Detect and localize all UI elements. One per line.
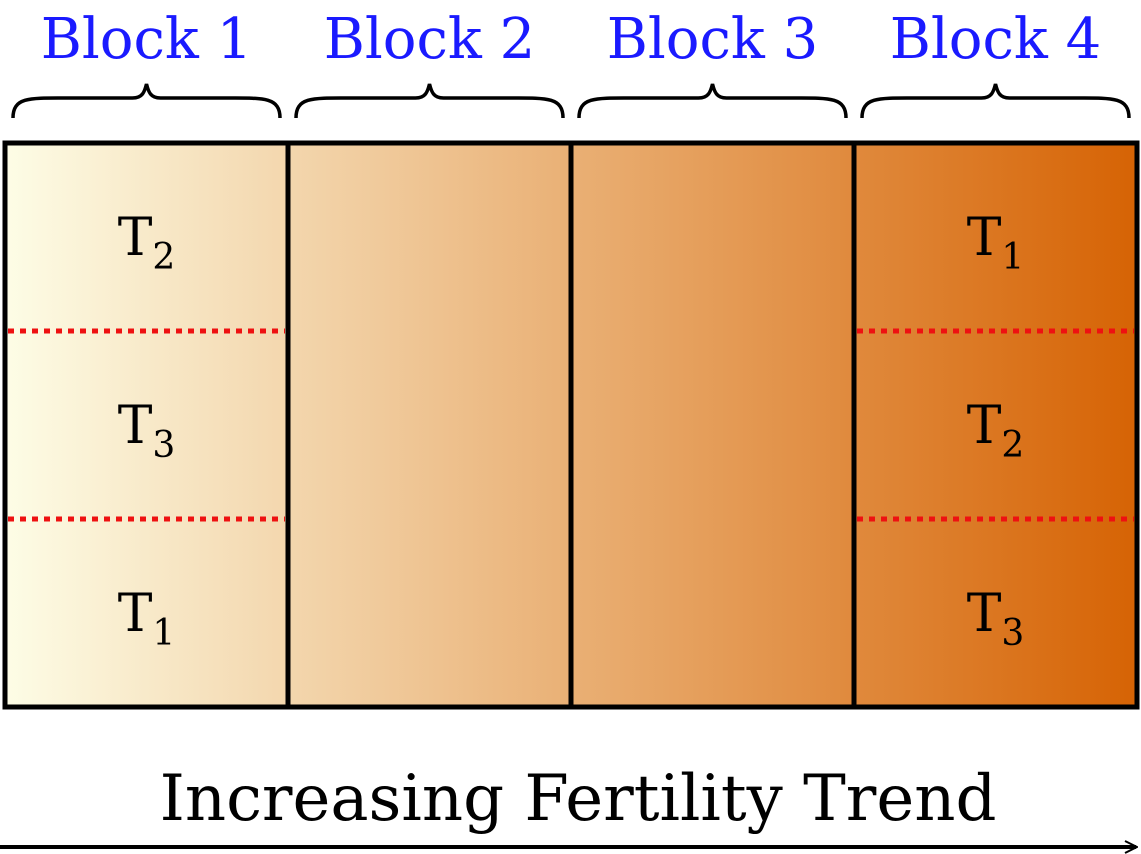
block-brace [577, 83, 848, 119]
block-labels: Block 1 Block 2 Block 3 Block 4 [41, 7, 1102, 72]
treatment-label: T2 [967, 396, 1025, 466]
treatment-subscript: 2 [1001, 425, 1024, 466]
block-brace [11, 83, 282, 119]
plot-dividers [8, 328, 1134, 522]
treatment-subscript: 3 [1001, 613, 1024, 654]
treatment-letter: T [118, 208, 153, 268]
block-label: Block 3 [607, 7, 819, 72]
trend-label: Increasing Fertility Trend [160, 762, 997, 836]
block-label: Block 1 [41, 7, 253, 72]
treatment-label: T1 [118, 584, 176, 654]
treatment-subscript: 2 [152, 237, 175, 278]
treatment-label: T3 [967, 584, 1025, 654]
treatment-letter: T [967, 208, 1002, 268]
block-label: Block 4 [890, 7, 1102, 72]
block-brace [860, 83, 1131, 119]
treatment-letter: T [118, 584, 153, 644]
treatment-letter: T [967, 396, 1002, 456]
treatment-subscript: 1 [152, 613, 175, 654]
treatment-letter: T [118, 396, 153, 456]
treatment-label: T2 [118, 208, 176, 278]
block-braces [11, 83, 1131, 119]
treatment-letter: T [967, 584, 1002, 644]
block-label: Block 2 [324, 7, 536, 72]
treatment-label: T1 [967, 208, 1025, 278]
block-brace [294, 83, 565, 119]
treatment-subscript: 1 [1001, 237, 1024, 278]
treatment-label: T3 [118, 396, 176, 466]
treatment-subscript: 3 [152, 425, 175, 466]
block-separators [285, 143, 857, 707]
